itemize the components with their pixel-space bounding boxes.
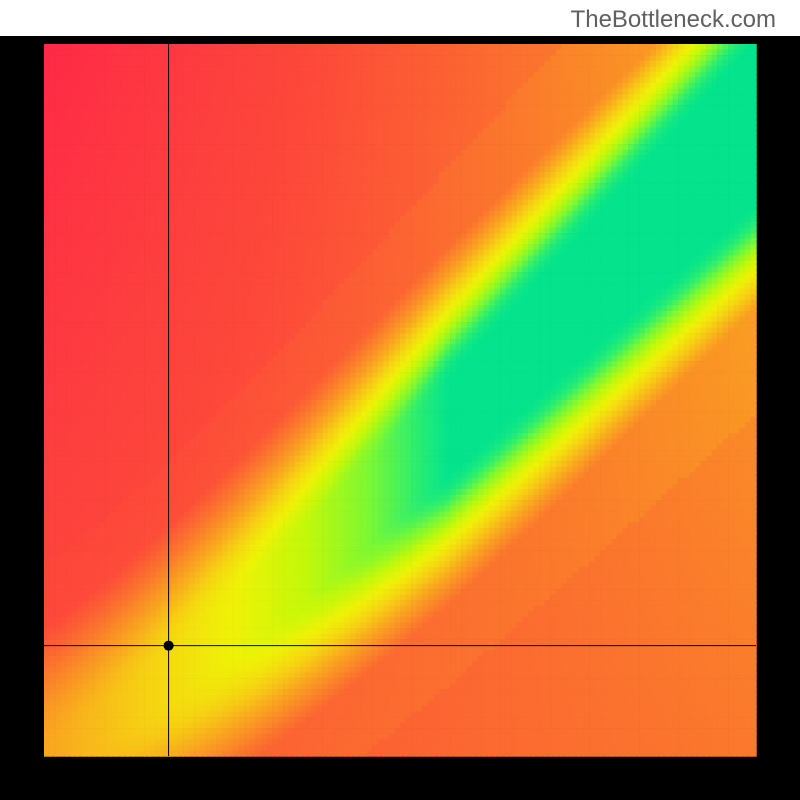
- watermark-text: TheBottleneck.com: [571, 6, 776, 34]
- heatmap-canvas: [0, 36, 800, 800]
- chart-container: TheBottleneck.com: [0, 0, 800, 800]
- plot-area: [0, 36, 800, 800]
